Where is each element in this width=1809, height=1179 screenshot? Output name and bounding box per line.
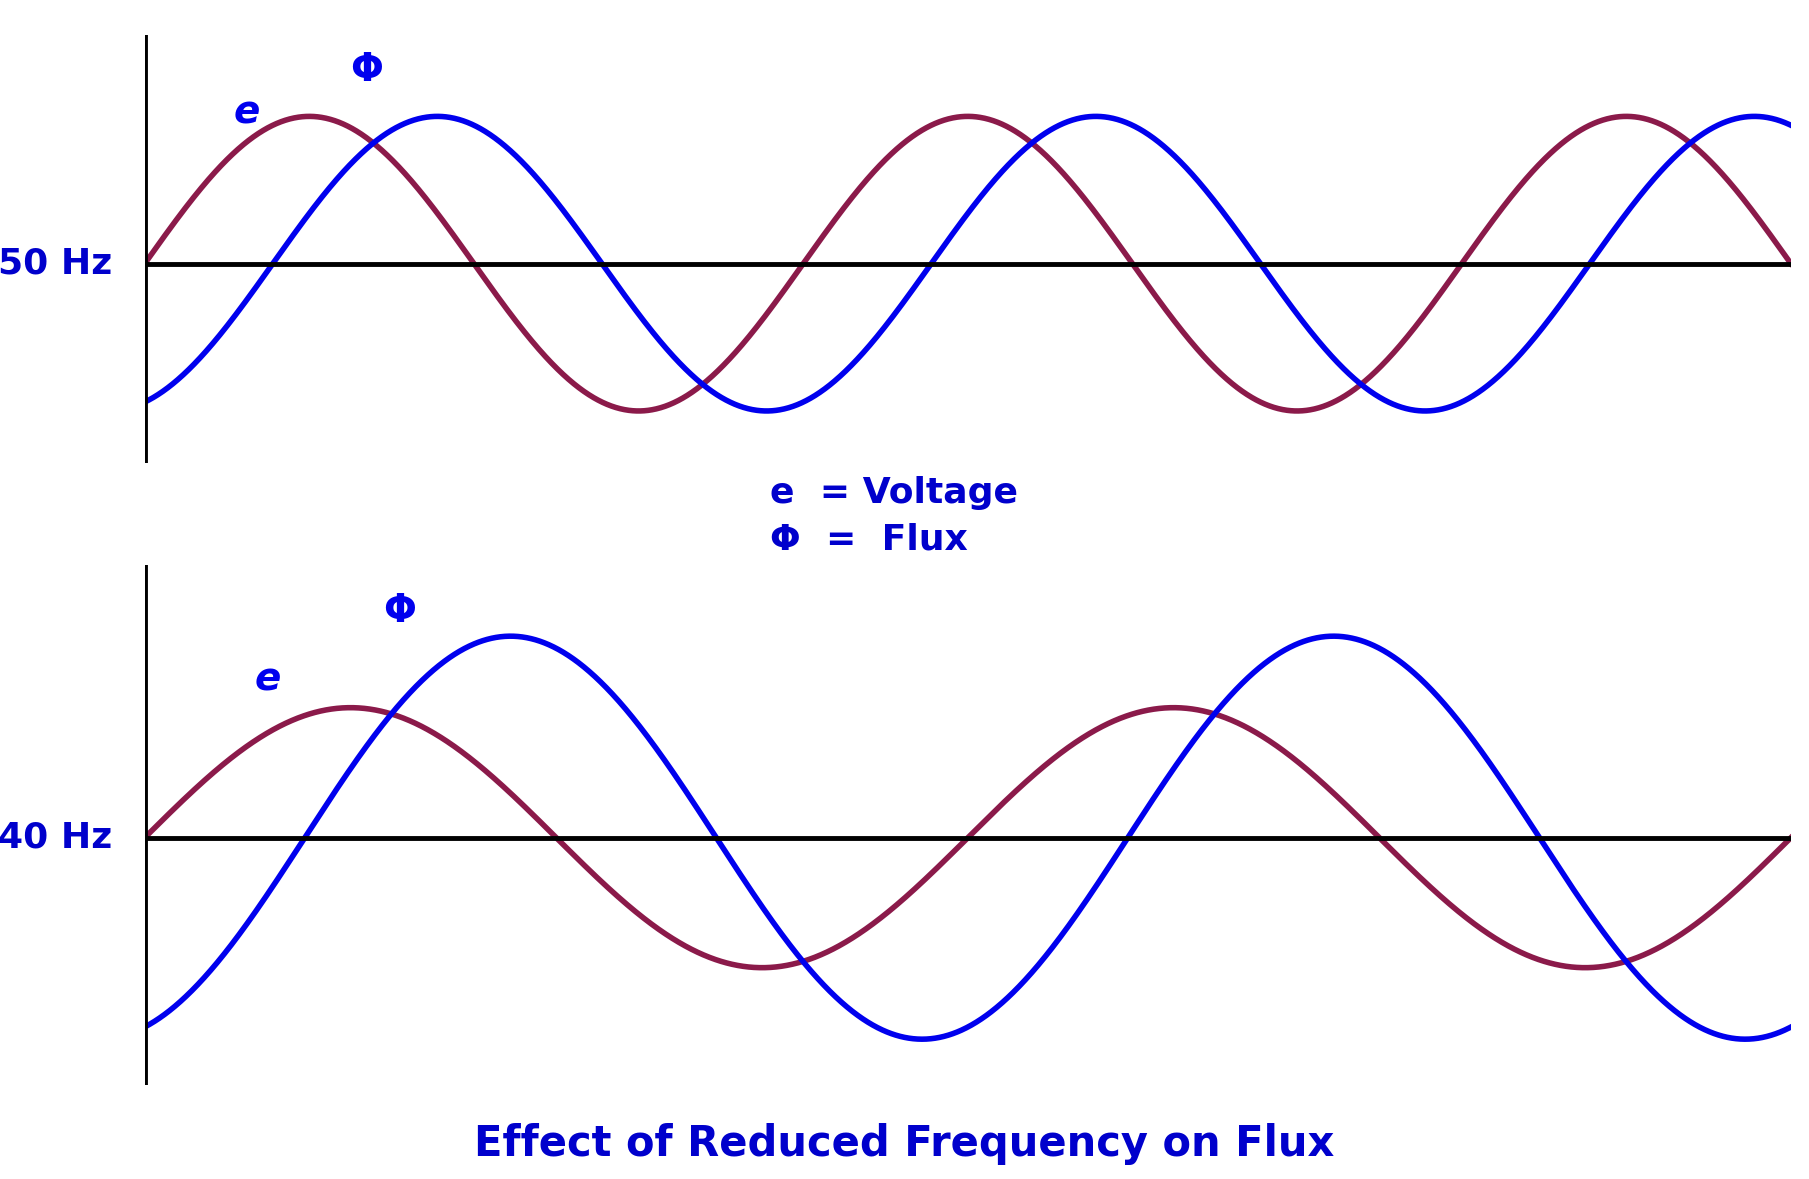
Text: Φ: Φ <box>351 51 384 88</box>
Text: Φ  =  Flux: Φ = Flux <box>771 522 968 556</box>
Text: 50 Hz: 50 Hz <box>0 246 112 281</box>
Text: e: e <box>255 660 282 698</box>
Text: Effect of Reduced Frequency on Flux: Effect of Reduced Frequency on Flux <box>474 1122 1335 1165</box>
Text: e: e <box>233 93 260 131</box>
Text: 40 Hz: 40 Hz <box>0 821 112 855</box>
Text: e  = Voltage: e = Voltage <box>771 476 1018 511</box>
Text: Φ: Φ <box>384 593 416 631</box>
